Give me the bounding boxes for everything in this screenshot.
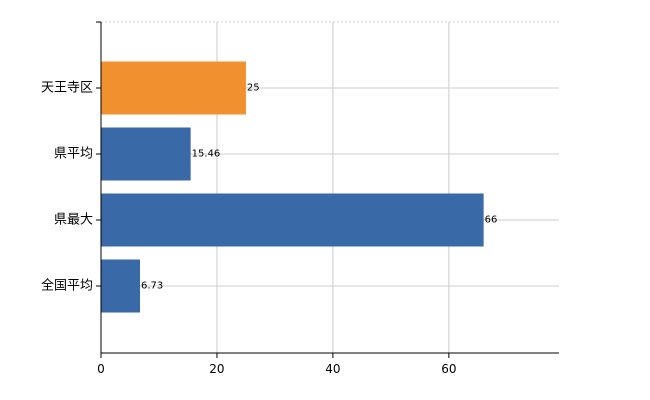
x-tick-label: 20 [209, 362, 224, 376]
category-label: 天王寺区 [41, 81, 93, 96]
x-tick-label: 40 [325, 362, 340, 376]
x-tick-label: 0 [97, 362, 105, 376]
category-label: 全国平均 [41, 278, 93, 294]
value-label: 15.46 [192, 149, 221, 160]
value-label: 25 [247, 83, 260, 94]
bar[interactable] [101, 259, 141, 313]
bar[interactable] [101, 193, 484, 247]
x-tick-label: 60 [441, 362, 456, 376]
bar[interactable] [101, 127, 191, 181]
category-label: 県平均 [54, 147, 93, 162]
value-label: 6.73 [141, 281, 163, 292]
value-label: 66 [485, 215, 498, 226]
bar[interactable] [101, 61, 246, 115]
category-label: 県最大 [54, 213, 93, 228]
